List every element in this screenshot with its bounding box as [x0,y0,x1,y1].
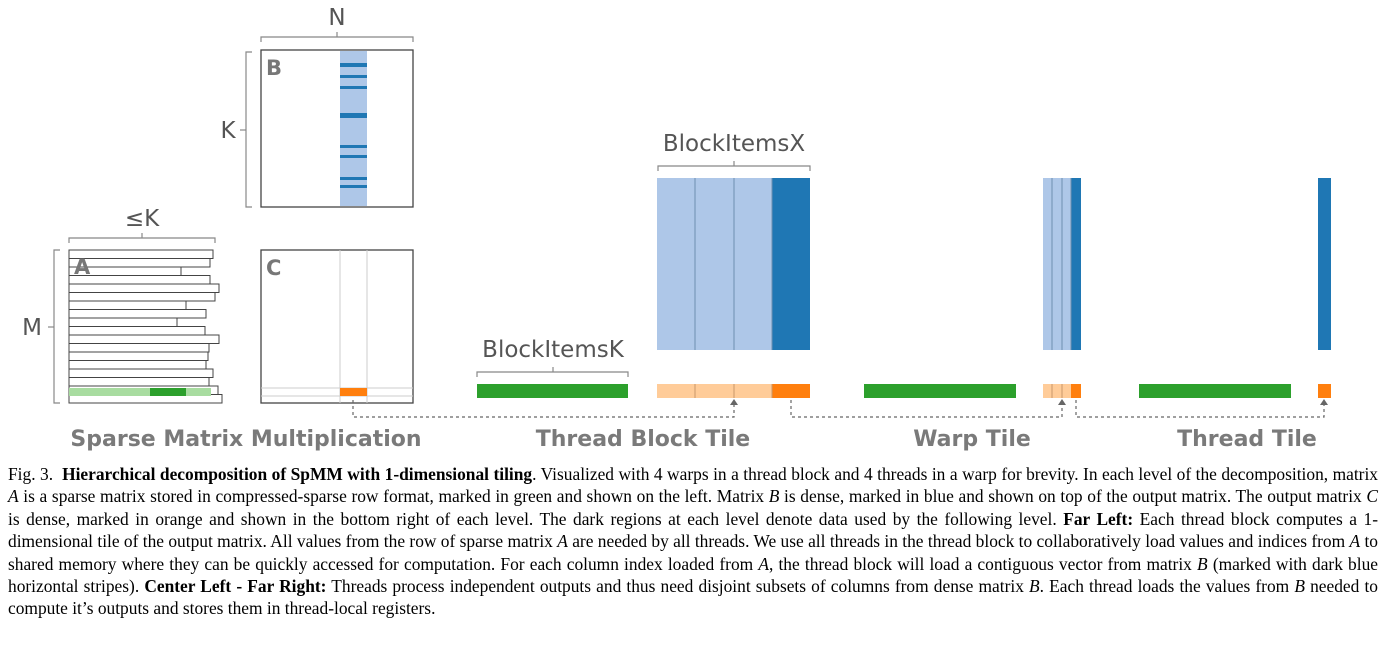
matrix-a-row [68,326,206,336]
caption-var: A [1349,531,1361,552]
block-items-k-bracket [476,367,629,377]
matrix-b-dark-stripes [340,63,367,188]
matrix-b [260,49,414,208]
matrix-a-row [68,343,210,353]
caption-var: C [1366,486,1378,507]
matrix-a-row [68,309,207,319]
caption-var: B [1029,576,1040,597]
le-k-dimension-bracket [68,233,216,243]
n-dimension-bracket [260,32,414,42]
section-title-spmm: Sparse Matrix Multiplication [70,427,421,452]
thread-a-tile [1139,384,1291,398]
matrix-a-row [68,317,178,327]
thread-block-a-tile [477,384,628,398]
block-items-x-bracket [657,161,811,171]
caption-var: A [8,486,19,507]
caption-fig-label: Fig. 3. [8,464,54,484]
k-dimension-bracket [240,51,252,208]
connector-arrowheads [730,399,1328,405]
thread-block-b-tile [657,178,810,350]
block-items-x-label: BlockItemsX [663,131,806,157]
caption-text: are needed by all threads. We use all th… [567,531,1350,552]
caption-var: B [768,486,780,507]
caption-text: needed to compute it’s outputs and store… [8,576,1378,619]
matrix-a-label: A [74,255,91,279]
matrix-a-row [68,351,209,361]
caption-text: . Each thread loads the values from [1039,576,1295,597]
caption-text: , the thread block will load a contiguou… [768,553,1198,574]
section-title-warp: Warp Tile [913,427,1031,452]
thread-c-tile [1318,384,1331,398]
connector-arrows [352,400,1325,418]
caption-var: B [1294,576,1305,597]
matrix-a-highlight-row [69,388,211,396]
warp-b-tile [1043,178,1081,350]
figure-caption: Fig. 3. Hierarchical decomposition of Sp… [8,463,1378,620]
matrix-a-row [68,360,207,370]
thread-block-c-tile [657,384,810,398]
caption-text: to shared memory where they can be quick… [8,531,1379,574]
matrix-c-output-tile [340,388,367,396]
matrix-a-row [68,377,210,387]
matrix-a-row [68,249,214,259]
caption-text: (marked with dark blue horizontal stripe… [8,553,1378,597]
matrix-c [260,249,414,404]
caption-text: . Visualized with 4 warps in a thread bl… [532,464,1378,484]
matrix-a-rows [68,249,223,404]
caption-center-heading: Center Left - Far Right: [144,576,327,597]
m-dimension-label: M [22,315,42,341]
caption-title: Hierarchical decomposition of SpMM with … [62,464,533,484]
matrix-b-column-slice [340,51,367,206]
matrix-a-row [68,292,216,302]
warp-c-tile [1043,384,1081,398]
matrix-a-row [68,334,220,344]
caption-far-left-heading: Far Left: [1063,508,1134,529]
warp-a-tile [864,384,1016,398]
section-title-thread-block: Thread Block Tile [536,427,750,452]
le-k-dimension-label: ≤K [125,206,160,232]
caption-var: B [1197,553,1208,574]
matrix-c-label: C [266,256,281,280]
caption-text: is dense, marked in orange and shown in … [8,508,1064,529]
thread-b-tile [1318,178,1331,350]
matrix-a-row [68,300,187,310]
caption-var: A [557,531,568,552]
matrix-a-row [68,368,214,378]
caption-var: A [758,553,769,574]
section-title-thread: Thread Tile [1177,427,1317,452]
matrix-b-label: B [266,56,282,80]
figure: N K B ≤K M A [22,5,1331,452]
matrix-a-row [68,283,220,293]
k-dimension-label: K [220,118,236,144]
caption-text: Each thread block computes a 1-dimension… [8,508,1378,552]
matrix-c-guides [261,250,413,403]
block-items-k-label: BlockItemsK [482,337,625,363]
caption-text: is dense, marked in blue and shown on to… [779,486,1367,507]
m-dimension-bracket [48,249,60,404]
n-dimension-label: N [328,5,345,31]
caption-text: Threads process independent outputs and … [326,576,1030,597]
caption-text: is a sparse matrix stored in compressed-… [18,486,769,507]
